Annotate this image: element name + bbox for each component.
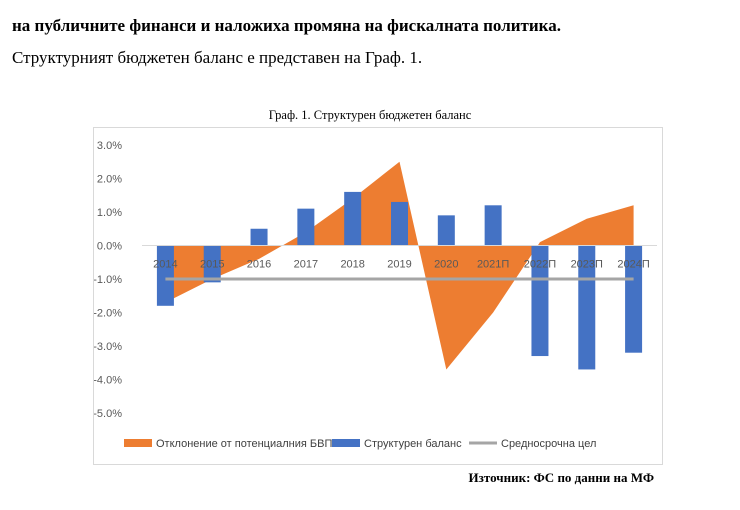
y-tick-label: -5.0%: [94, 408, 122, 420]
x-tick-label: 2019: [387, 259, 411, 271]
legend-swatch-deviation: [124, 439, 152, 447]
y-tick-label: -4.0%: [94, 375, 122, 387]
bar-structural-balance: [250, 228, 268, 246]
y-tick-label: -3.0%: [94, 341, 122, 353]
x-tick-label: 2015: [200, 259, 224, 271]
y-tick-label: 1.0%: [97, 207, 122, 219]
source-note: Източник: ФС по данни на МФ: [468, 470, 654, 485]
x-tick-label: 2024П: [617, 259, 649, 271]
bar-structural-balance: [156, 245, 174, 306]
chart-plot: 3.0% 2.0% 1.0% 0.0% -1.0% -2.0% -3.0% -4.0% -5.0…: [94, 140, 657, 450]
y-tick-label: 2.0%: [97, 174, 122, 186]
x-tick-label: 2016: [247, 259, 271, 271]
x-tick-label: 2023П: [571, 259, 603, 271]
bar-structural-balance: [437, 215, 455, 246]
bar-structural-balance: [391, 201, 408, 246]
x-tick-label: 2017: [294, 259, 318, 271]
y-tick-label: -1.0%: [94, 274, 122, 286]
chart-frame: 3.0% 2.0% 1.0% 0.0% -1.0% -2.0% -3.0% -4.0% -5.0…: [93, 127, 663, 465]
x-tick-label: 2022П: [524, 259, 556, 271]
bar-structural-balance: [297, 208, 315, 246]
x-tick-label: 2014: [153, 259, 177, 271]
bar-structural-balance: [531, 245, 549, 357]
x-tick-label: 2020: [434, 259, 458, 271]
bar-structural-balance: [484, 205, 502, 246]
paragraph-line-1: на публичните финанси и наложиха промяна…: [12, 16, 561, 35]
legend-label-deviation: Отклонение от потенциалния БВП: [156, 438, 332, 450]
bar-structural-balance: [203, 245, 221, 283]
y-tick-label: 3.0%: [97, 140, 122, 152]
y-tick-label: 0.0%: [97, 241, 122, 253]
bar-structural-balance: [625, 245, 643, 353]
bar-structural-balance: [344, 191, 362, 246]
chart-title: Граф. 1. Структурен бюджетен баланс: [268, 108, 472, 122]
x-tick-label: 2018: [340, 259, 364, 271]
paragraph-line-2: Структурният бюджетен баланс е представе…: [12, 48, 423, 67]
y-tick-label: -2.0%: [94, 308, 122, 320]
bar-structural-balance: [578, 245, 596, 370]
legend-swatch-structural: [332, 439, 360, 447]
x-tick-label: 2021П: [477, 259, 509, 271]
legend-label-objective: Средносрочна цел: [501, 438, 596, 450]
legend-label-structural: Структурен баланс: [364, 438, 462, 450]
